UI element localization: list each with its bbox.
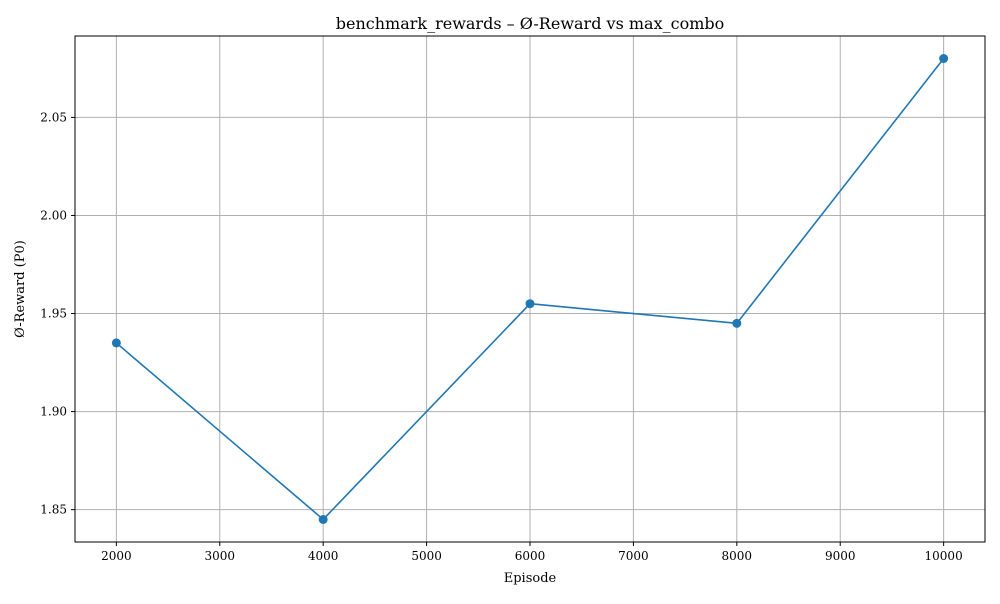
x-tick-label: 3000: [204, 549, 235, 563]
x-tick-label: 9000: [825, 549, 856, 563]
x-tick-label: 8000: [722, 549, 753, 563]
series-layer: [111, 54, 949, 524]
x-tick-label: 6000: [515, 549, 546, 563]
chart-title: benchmark_rewards – Ø-Reward vs max_comb…: [336, 14, 725, 33]
x-tick-label: 10000: [925, 549, 963, 563]
y-tick-label: 2.05: [40, 110, 67, 124]
x-tick-label: 7000: [618, 549, 649, 563]
x-axis-label: Episode: [504, 571, 557, 586]
x-tick-label: 4000: [308, 549, 339, 563]
data-point: [318, 514, 328, 524]
y-tick-label: 2.00: [40, 208, 67, 222]
x-tick-label: 5000: [411, 549, 442, 563]
data-point: [525, 299, 535, 309]
x-tick-label: 2000: [101, 549, 132, 563]
grid: [75, 36, 985, 542]
y-tick-label: 1.90: [40, 405, 67, 419]
data-point: [939, 54, 949, 64]
y-tick-label: 1.85: [40, 503, 67, 517]
ticks: 2000 3000 4000 5000 6000 7000 8000 9000 10000 1.8…: [40, 110, 962, 563]
y-axis-label: Ø-Reward (P0): [13, 240, 28, 338]
data-point: [732, 318, 742, 328]
data-point: [111, 338, 121, 348]
y-tick-label: 1.95: [40, 307, 67, 321]
